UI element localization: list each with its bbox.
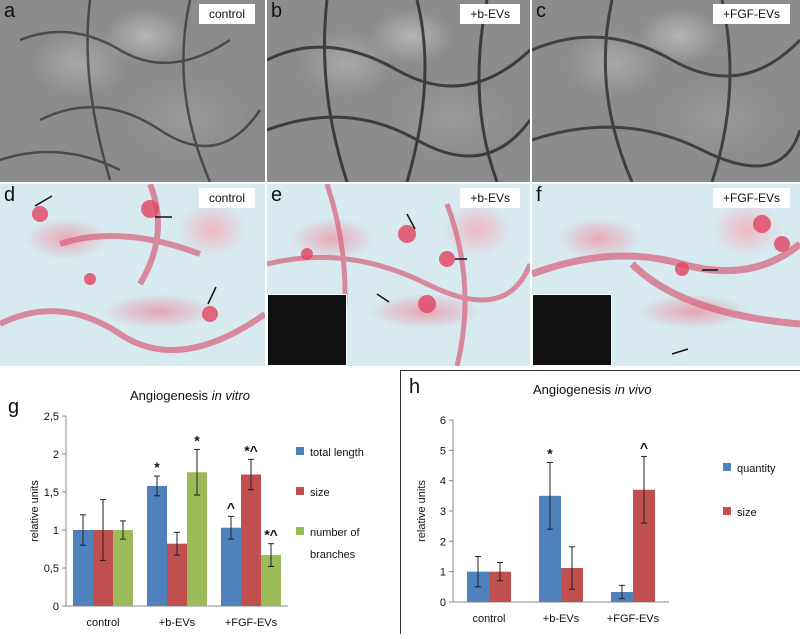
panel-letter-e: e (271, 184, 283, 206)
legend-label: size (310, 487, 330, 499)
y-tick-label: 1 (53, 525, 59, 537)
y-tick-label: 5 (440, 445, 446, 457)
chart-letter-g: g (8, 396, 20, 418)
panel-letter-c: c (536, 0, 546, 22)
panel-b-image: b +b-EVs (267, 0, 530, 182)
chart-title-h: Angiogenesis in vivo (533, 382, 652, 397)
bar (539, 495, 561, 602)
significance-mark: *^ (264, 527, 278, 543)
chart-h-plot: 0 1 2 3 4 5 6 relative units control +b-EVs * +FGF-… (416, 415, 776, 625)
bar (93, 530, 113, 606)
y-tick-label: 1,5 (44, 487, 59, 499)
panel-divider-top (400, 370, 800, 371)
chart-h: h Angiogenesis in vivo 0 1 2 3 4 5 6 relative u… (401, 368, 800, 634)
fluorescence-inset-e (267, 294, 347, 366)
legend-swatch (296, 487, 304, 495)
legend-label: quantity (737, 463, 776, 475)
bar (241, 474, 261, 606)
panel-e-image: e +b-EVs (267, 184, 530, 366)
bar (147, 485, 167, 606)
x-tick-label: control (472, 613, 505, 625)
x-tick-label: +b-EVs (543, 613, 580, 625)
y-tick-label: 0 (440, 597, 446, 609)
significance-mark: * (154, 459, 160, 475)
legend-swatch (723, 463, 731, 471)
legend-swatch (296, 447, 304, 455)
chart-title-g: Angiogenesis in vitro (130, 388, 250, 403)
legend-swatch (723, 507, 731, 515)
vessel-network-pattern (0, 0, 262, 182)
panel-c-image: c +FGF-EVs (532, 0, 800, 182)
y-tick-label: 2 (440, 536, 446, 548)
vessel-network-pattern (532, 0, 800, 182)
x-tick-label: +FGF-EVs (607, 613, 660, 625)
panel-d-image: d control (0, 184, 265, 366)
panel-letter-d: d (4, 184, 16, 206)
fluorescence-inset-f (532, 294, 612, 366)
x-tick-label: control (86, 617, 119, 629)
y-axis-label: relative units (416, 480, 428, 542)
panel-label-c: +FGF-EVs (712, 4, 790, 24)
bar (73, 530, 93, 606)
x-tick-label: +FGF-EVs (225, 617, 278, 629)
chart-g: g Angiogenesis in vitro 0 0,5 1 1,5 2 2,5 rela… (0, 368, 400, 634)
significance-mark: *^ (244, 442, 258, 458)
chart-letter-h: h (409, 376, 421, 398)
bar (187, 472, 207, 606)
y-tick-label: 1 (440, 567, 446, 579)
panel-label-f: +FGF-EVs (712, 188, 790, 208)
bar (633, 489, 655, 602)
bar (489, 571, 511, 602)
x-tick-label: +b-EVs (159, 617, 196, 629)
panel-letter-b: b (271, 0, 283, 22)
y-axis-label: relative units (29, 480, 41, 542)
panel-f-image: f +FGF-EVs (532, 184, 800, 366)
legend-label: number of (310, 527, 360, 539)
significance-mark: ^ (640, 439, 648, 455)
significance-mark: ^ (227, 499, 235, 515)
significance-mark: * (547, 445, 553, 461)
tissue-pattern (0, 184, 265, 353)
bar (113, 530, 133, 606)
legend-swatch (296, 527, 304, 535)
bar (167, 543, 187, 606)
panel-label-a: control (198, 4, 255, 24)
panel-divider (400, 370, 401, 634)
vessel-network-pattern (267, 0, 530, 182)
bar (221, 527, 241, 606)
y-tick-label: 2,5 (44, 411, 59, 423)
y-tick-label: 0,5 (44, 563, 59, 575)
y-tick-label: 3 (440, 506, 446, 518)
tissue-pattern (532, 215, 800, 355)
y-tick-label: 4 (440, 476, 446, 488)
panel-label-e: +b-EVs (460, 188, 520, 208)
chart-g-plot: 0 0,5 1 1,5 2 2,5 relative units control +b-EVs *… (29, 411, 364, 629)
y-tick-label: 6 (440, 415, 446, 427)
panel-a-image: a control (0, 0, 265, 182)
legend-label: size (737, 507, 757, 519)
legend-label: total length (310, 447, 364, 459)
panel-label-d: control (198, 188, 255, 208)
y-tick-label: 0 (53, 601, 59, 613)
y-tick-label: 2 (53, 449, 59, 461)
panel-label-b: +b-EVs (460, 4, 520, 24)
panel-letter-a: a (4, 0, 16, 22)
panel-letter-f: f (536, 184, 542, 206)
legend-label: branches (310, 549, 356, 561)
bar (261, 555, 281, 606)
tissue-pattern (267, 184, 530, 366)
significance-mark: * (194, 432, 200, 448)
